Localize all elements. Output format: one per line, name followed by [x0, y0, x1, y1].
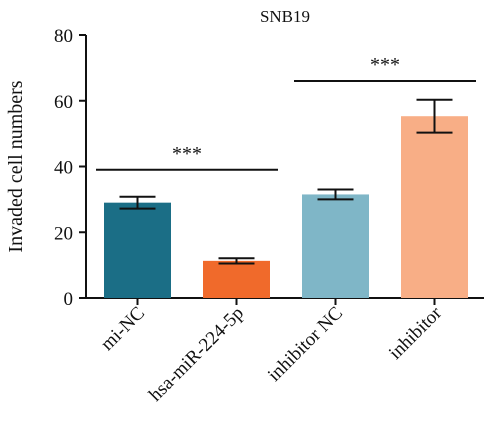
bar-3	[302, 194, 369, 298]
significance-label: ***	[370, 54, 400, 76]
error-bar-4	[416, 98, 453, 134]
significance-1: ***	[96, 143, 278, 171]
bars	[104, 116, 468, 298]
error-bar-3	[317, 188, 354, 201]
error-bar-1	[119, 195, 156, 210]
y-tick-label: 0	[64, 289, 74, 310]
category-label-4: inhibitor	[385, 302, 447, 364]
category-label-2: hsa-miR-224-5p	[145, 303, 248, 406]
significance-label: ***	[172, 143, 202, 165]
bar-1	[104, 202, 171, 298]
chart-title: SNB19	[260, 7, 310, 26]
error-bar-2	[218, 257, 255, 265]
category-label-1: mi-NC	[97, 303, 149, 355]
y-tick-label: 60	[54, 92, 73, 113]
y-tick-label: 40	[54, 158, 73, 179]
y-axis-title: Invaded cell numbers	[5, 80, 27, 252]
y-tick-label: 20	[54, 223, 73, 244]
category-label-3: inhibitor NC	[264, 303, 347, 386]
bar-2	[203, 260, 270, 298]
y-tick-label: 80	[54, 26, 73, 47]
error-bars	[119, 98, 453, 265]
significance-annotations: *** ***	[96, 54, 476, 171]
significance-2: ***	[294, 54, 476, 83]
bar-4	[401, 116, 468, 298]
